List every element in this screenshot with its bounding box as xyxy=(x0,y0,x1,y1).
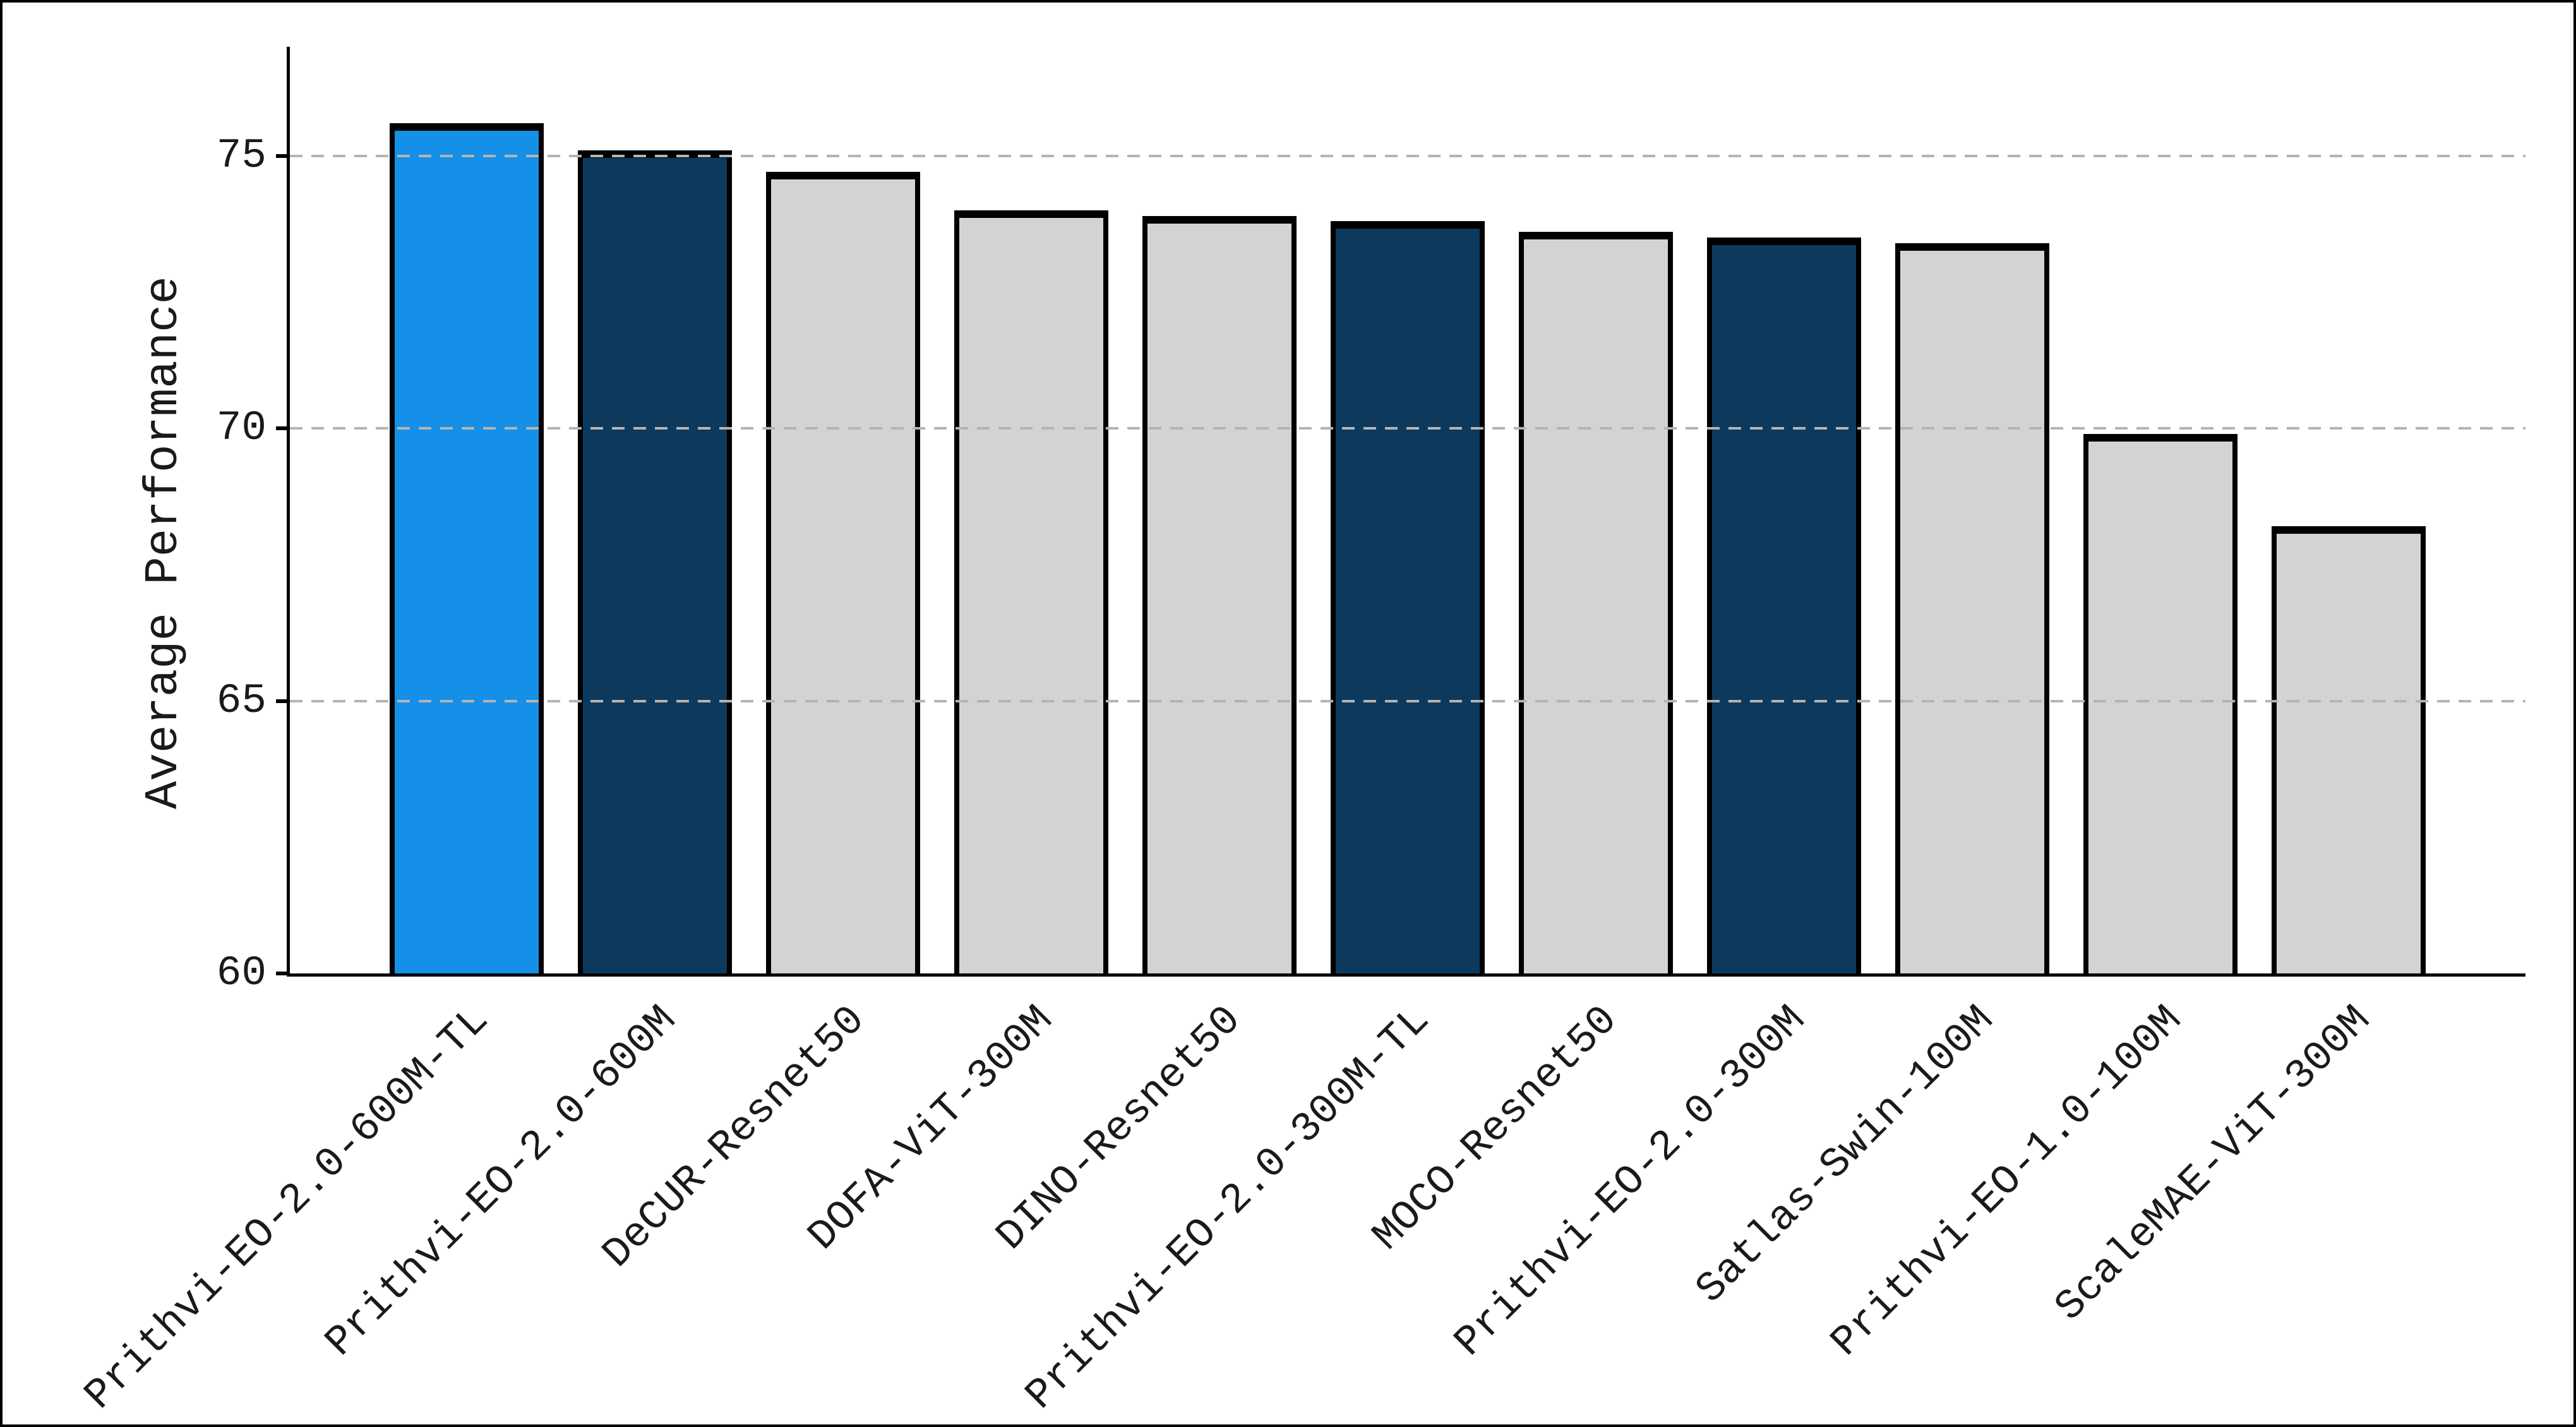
bar-Prithvi-EO-2.0-600M-TL xyxy=(389,123,544,973)
bar-Prithvi-EO-2.0-300M-TL xyxy=(1330,221,1485,973)
bar-slot xyxy=(1502,47,1690,973)
x-tick-label-Prithvi-EO-1.0-100M: Prithvi-EO-1.0-100M xyxy=(1822,996,2192,1366)
gridline-75 xyxy=(290,154,2525,157)
bar-ScaleMAE-ViT-300M xyxy=(2271,526,2426,973)
bar-Prithvi-EO-1.0-100M xyxy=(2083,433,2238,973)
bar-slot xyxy=(561,47,749,973)
bar-slot xyxy=(2255,47,2443,973)
bar-slot xyxy=(749,47,937,973)
x-tick-label-Prithvi-EO-2.0-300M-TL: Prithvi-EO-2.0-300M-TL xyxy=(1016,996,1439,1419)
y-tick-label-60: 60 xyxy=(216,949,267,997)
bars xyxy=(290,47,2525,973)
bar-DINO-Resnet50 xyxy=(1142,215,1297,973)
y-tick-mark-60 xyxy=(276,972,290,975)
plot-area xyxy=(287,47,2525,977)
bar-slot xyxy=(1878,47,2066,973)
y-tick-label-65: 65 xyxy=(216,677,267,725)
y-tick-label-70: 70 xyxy=(216,404,267,452)
x-tick-label-Prithvi-EO-2.0-300M: Prithvi-EO-2.0-300M xyxy=(1446,996,1816,1366)
bar-slot xyxy=(937,47,1125,973)
bar-slot xyxy=(373,47,561,973)
gridline-70 xyxy=(290,427,2525,430)
x-tick-label-Prithvi-EO-2.0-600M-TL: Prithvi-EO-2.0-600M-TL xyxy=(75,996,498,1419)
bar-slot xyxy=(1314,47,1502,973)
bar-slot xyxy=(1125,47,1314,973)
y-axis-title: Average Performance xyxy=(138,276,191,809)
bar-MOCO-Resnet50 xyxy=(1518,232,1674,973)
bar-slot xyxy=(1690,47,1878,973)
y-tick-mark-65 xyxy=(276,699,290,703)
y-tick-mark-70 xyxy=(276,426,290,431)
y-tick-mark-75 xyxy=(276,154,290,158)
bar-Prithvi-EO-2.0-300M xyxy=(1706,238,1862,973)
bar-DeCUR-Resnet50 xyxy=(765,172,921,973)
bar-Prithvi-EO-2.0-600M xyxy=(577,150,733,973)
y-tick-label-75: 75 xyxy=(216,131,267,179)
bar-DOFA-ViT-300M xyxy=(954,210,1109,973)
bar-Satlas-Swin-100M xyxy=(1895,243,2050,973)
bar-slot xyxy=(2066,47,2255,973)
x-tick-label-ScaleMAE-ViT-300M: ScaleMAE-ViT-300M xyxy=(2046,996,2380,1331)
gridline-65 xyxy=(290,699,2525,702)
x-tick-label-Prithvi-EO-2.0-600M: Prithvi-EO-2.0-600M xyxy=(316,996,686,1366)
